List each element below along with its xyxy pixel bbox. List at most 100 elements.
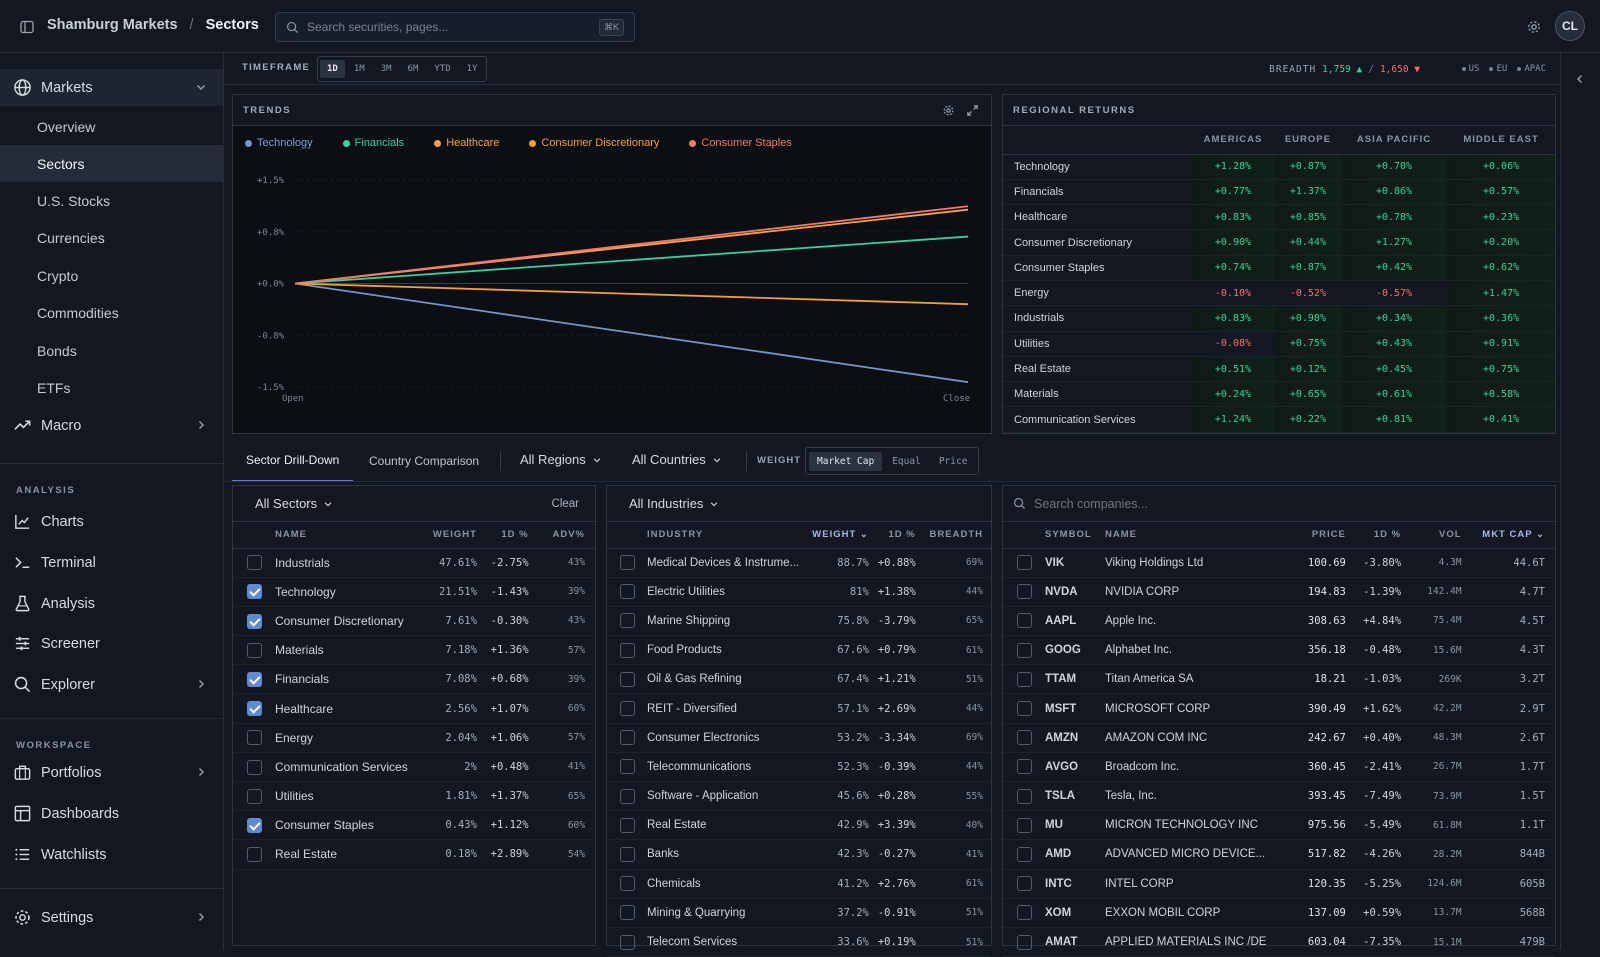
row-checkbox[interactable] <box>246 613 262 629</box>
column-header-symbol[interactable]: SYMBOL <box>1045 522 1105 549</box>
table-row[interactable]: Technology 21.51% -1.43% 39% <box>233 577 595 607</box>
company-symbol[interactable]: INTC <box>1045 869 1105 899</box>
table-row[interactable]: Industrials 47.61% -2.75% 43% <box>233 548 595 578</box>
sidebar-item-bonds[interactable]: Bonds <box>0 332 223 369</box>
weight-option-market-cap[interactable]: Market Cap <box>809 451 883 471</box>
table-row[interactable]: Real Estate 42.9% +3.39% 40% <box>607 810 991 841</box>
user-avatar[interactable]: CL <box>1555 11 1585 41</box>
sidebar-item-terminal[interactable]: Terminal <box>0 544 223 581</box>
row-checkbox[interactable] <box>619 671 635 687</box>
timeframe-option-6m[interactable]: 6M <box>407 64 419 74</box>
table-row[interactable]: Oil & Gas Refining 67.4% +1.21% 51% <box>607 664 991 695</box>
row-checkbox[interactable] <box>619 613 635 629</box>
row-checkbox[interactable] <box>1016 846 1032 862</box>
sidebar-item-currencies[interactable]: Currencies <box>0 219 223 256</box>
table-row[interactable]: Utilities 1.81% +1.37% 65% <box>233 781 595 812</box>
countries-dropdown[interactable]: All Countries <box>632 452 722 467</box>
sidebar-item-dashboards[interactable]: Dashboards <box>0 795 223 832</box>
column-header-breadth[interactable]: BREADTH <box>925 522 991 549</box>
table-row[interactable]: Financials 7.08% +0.68% 39% <box>233 664 595 695</box>
column-header-1d[interactable]: 1D % <box>874 522 926 549</box>
timeframe-option-ytd[interactable]: YTD <box>434 64 451 74</box>
tab-sector-drill-down[interactable]: Sector Drill-Down <box>232 439 354 482</box>
regions-dropdown[interactable]: All Regions <box>520 452 602 467</box>
sidebar-item-portfolios[interactable]: Portfolios <box>0 754 223 791</box>
sidebar-item-overview[interactable]: Overview <box>0 108 223 145</box>
legend-item-healthcare[interactable]: Healthcare <box>434 137 499 149</box>
column-header-mkt-cap-sorted[interactable]: MKT CAP ⌄ <box>1467 522 1555 549</box>
table-row[interactable]: Technology +1.28% +0.87% +0.70% +0.06% <box>1003 154 1555 180</box>
table-row[interactable]: AVGO Broadcom Inc. 360.45 -2.41% 26.7M 1.7T <box>1003 752 1555 783</box>
table-row[interactable]: TSLA Tesla, Inc. 393.45 -7.49% 73.9M 1.5T <box>1003 781 1555 812</box>
row-checkbox[interactable] <box>246 847 262 863</box>
table-row[interactable]: Healthcare 2.56% +1.07% 60% <box>233 693 595 724</box>
row-checkbox[interactable] <box>619 846 635 862</box>
column-header-name[interactable]: NAME <box>275 522 427 549</box>
table-row[interactable]: Consumer Discretionary 7.61% -0.30% 43% <box>233 606 595 637</box>
expand-icon[interactable] <box>966 104 979 117</box>
table-row[interactable]: Software - Application 45.6% +0.28% 55% <box>607 781 991 812</box>
row-checkbox[interactable] <box>619 817 635 833</box>
company-symbol[interactable]: XOM <box>1045 898 1105 928</box>
table-row[interactable]: Medical Devices & Instrume... 88.7% +0.88%… <box>607 548 991 578</box>
column-header-1d[interactable]: 1D % <box>1351 522 1420 549</box>
row-checkbox[interactable] <box>246 730 262 746</box>
region-apac[interactable]: APAC <box>1517 64 1546 74</box>
column-header-name[interactable]: NAME <box>1105 522 1300 549</box>
table-row[interactable]: Consumer Staples +0.74% +0.87% +0.42% +0.62% <box>1003 255 1555 281</box>
legend-item-financials[interactable]: Financials <box>342 137 404 149</box>
industries-filter-dropdown[interactable]: All Industries <box>629 496 719 511</box>
legend-item-consumer-staples[interactable]: Consumer Staples <box>689 137 792 149</box>
region-eu[interactable]: EU <box>1489 64 1507 74</box>
table-row[interactable]: Energy -0.10% -0.52% -0.57% +1.47% <box>1003 280 1555 307</box>
table-row[interactable]: Chemicals 41.2% +2.76% 61% <box>607 869 991 899</box>
gear-icon[interactable] <box>942 104 955 117</box>
table-row[interactable]: XOM EXXON MOBIL CORP 137.09 +0.59% 13.7M 568B <box>1003 898 1555 928</box>
sidebar-item-crypto[interactable]: Crypto <box>0 257 223 294</box>
row-checkbox[interactable] <box>619 876 635 892</box>
company-symbol[interactable]: MSFT <box>1045 693 1105 724</box>
table-row[interactable]: AMD ADVANCED MICRO DEVICE... 517.82 -4.26% 2… <box>1003 839 1555 870</box>
table-row[interactable]: Food Products 67.6% +0.79% 61% <box>607 635 991 666</box>
table-row[interactable]: Banks 42.3% -0.27% 41% <box>607 839 991 870</box>
sidebar-item-sectors[interactable]: Sectors <box>0 145 223 182</box>
table-row[interactable]: AMAT APPLIED MATERIALS INC /DE 603.04 -7.35… <box>1003 927 1555 957</box>
row-checkbox[interactable] <box>1016 905 1032 921</box>
table-row[interactable]: Energy 2.04% +1.06% 57% <box>233 723 595 753</box>
table-row[interactable]: MSFT MICROSOFT CORP 390.49 +1.62% 42.2M 2.9T <box>1003 693 1555 724</box>
weight-option-equal[interactable]: Equal <box>892 455 921 467</box>
table-row[interactable]: Consumer Discretionary +0.90% +0.44% +1.27%… <box>1003 229 1555 256</box>
row-checkbox[interactable] <box>1016 671 1032 687</box>
row-checkbox[interactable] <box>246 701 262 717</box>
company-symbol[interactable]: AMD <box>1045 839 1105 870</box>
sidebar-item-us-stocks[interactable]: U.S. Stocks <box>0 182 223 219</box>
column-header-weight-sorted[interactable]: WEIGHT ⌄ <box>808 522 875 549</box>
table-row[interactable]: GOOG Alphabet Inc. 356.18 -0.48% 15.6M 4.3T <box>1003 635 1555 666</box>
row-checkbox[interactable] <box>246 788 262 804</box>
row-checkbox[interactable] <box>246 759 262 775</box>
row-checkbox[interactable] <box>619 759 635 775</box>
table-row[interactable]: TTAM Titan America SA 18.21 -1.03% 269K 3.2T <box>1003 664 1555 695</box>
table-row[interactable]: Communication Services 2% +0.48% 41% <box>233 752 595 783</box>
row-checkbox[interactable] <box>1016 642 1032 658</box>
table-row[interactable]: Industrials +0.83% +0.98% +0.34% +0.36% <box>1003 305 1555 332</box>
table-row[interactable]: Consumer Staples 0.43% +1.12% 60% <box>233 810 595 841</box>
sidebar-item-analysis[interactable]: Analysis <box>0 585 223 622</box>
table-row[interactable]: Real Estate 0.18% +2.89% 54% <box>233 839 595 870</box>
global-search-input[interactable] <box>307 20 599 34</box>
global-search[interactable]: ⌘K <box>275 12 635 42</box>
sidebar-item-etfs[interactable]: ETFs <box>0 369 223 406</box>
table-row[interactable]: NVDA NVIDIA CORP 194.83 -1.39% 142.4M 4.7T <box>1003 577 1555 607</box>
company-search-input[interactable] <box>1034 496 1555 511</box>
table-row[interactable]: MU MICRON TECHNOLOGY INC 975.56 -5.49% 61.8M… <box>1003 810 1555 841</box>
sidebar-item-watchlists[interactable]: Watchlists <box>0 836 223 873</box>
row-checkbox[interactable] <box>619 584 635 600</box>
table-row[interactable]: Materials +0.24% +0.65% +0.61% +0.58% <box>1003 381 1555 408</box>
legend-item-technology[interactable]: Technology <box>245 137 313 149</box>
table-row[interactable]: VIK Viking Holdings Ltd 100.69 -3.80% 4.3M 44… <box>1003 548 1555 578</box>
company-symbol[interactable]: AMZN <box>1045 723 1105 753</box>
table-row[interactable]: AMZN AMAZON COM INC 242.67 +0.40% 48.3M 2.6T <box>1003 723 1555 753</box>
timeframe-option-1y[interactable]: 1Y <box>466 64 478 74</box>
sidebar-item-explorer[interactable]: Explorer <box>0 666 223 703</box>
row-checkbox[interactable] <box>1016 701 1032 717</box>
